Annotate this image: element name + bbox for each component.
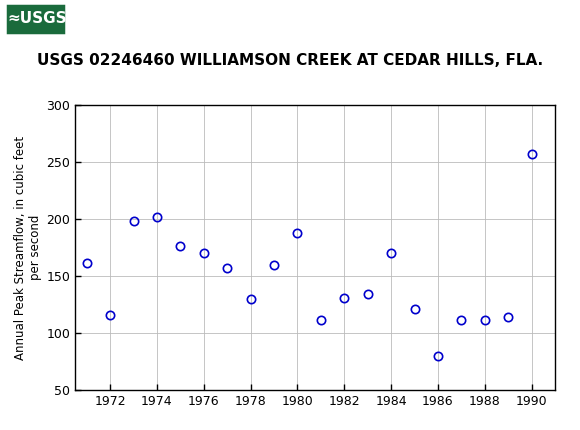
Y-axis label: Annual Peak Streamflow, in cubic feet
per second: Annual Peak Streamflow, in cubic feet pe… [14,135,42,359]
Text: USGS 02246460 WILLIAMSON CREEK AT CEDAR HILLS, FLA.: USGS 02246460 WILLIAMSON CREEK AT CEDAR … [37,53,543,68]
Text: ≈USGS: ≈USGS [8,11,67,26]
FancyBboxPatch shape [5,3,66,35]
